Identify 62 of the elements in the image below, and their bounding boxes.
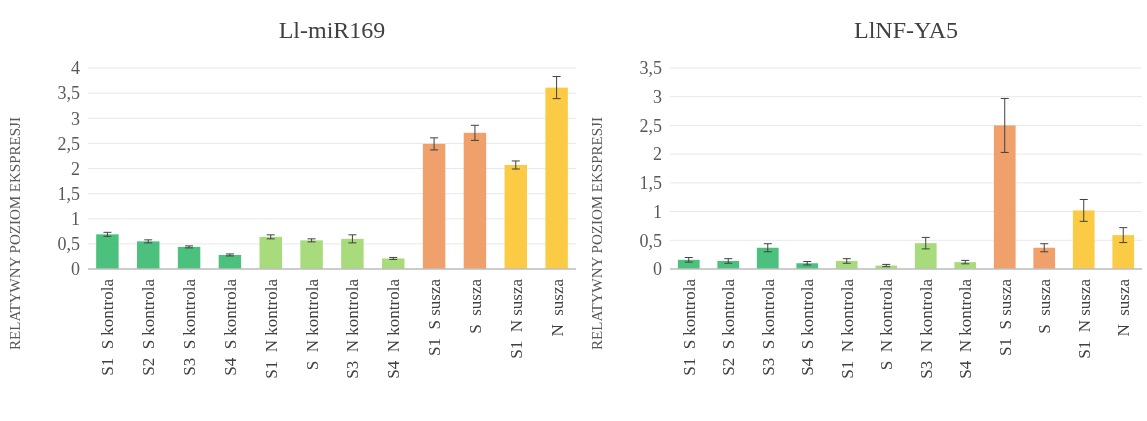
x-tick-label: S3 N kontrola: [916, 278, 936, 379]
y-tick-label: 2,5: [639, 115, 662, 136]
chart-title: LlNF-YA5: [853, 17, 959, 43]
bar: [1072, 210, 1095, 269]
x-tick-label: S1 S susza: [425, 278, 445, 356]
y-tick-label: 2: [71, 158, 80, 179]
y-tick-label: 1,5: [57, 183, 80, 204]
x-tick-label: S1 S kontrola: [98, 278, 118, 376]
x-tick-label: S2 S kontrola: [139, 278, 159, 376]
bar: [382, 258, 405, 269]
bar: [422, 143, 446, 269]
bar: [545, 87, 568, 269]
bar: [463, 132, 487, 269]
x-tick-label: S4 S kontrola: [798, 278, 818, 376]
y-tick-label: 0,5: [639, 230, 662, 251]
bar: [137, 241, 160, 269]
y-tick-label: 3,5: [57, 83, 80, 104]
x-tick-label: S N kontrola: [877, 278, 897, 371]
x-tick-label: S3 S kontrola: [758, 278, 778, 376]
x-tick-label: S4 S kontrola: [220, 278, 240, 376]
y-tick-label: 1,5: [639, 173, 662, 194]
y-tick-label: 4: [71, 58, 80, 79]
x-tick-label: S1 S kontrola: [679, 278, 699, 376]
y-tick-label: 3: [71, 108, 80, 129]
bar: [96, 234, 119, 269]
x-tick-label: S3 S kontrola: [180, 278, 200, 376]
y-tick-label: 2,5: [57, 133, 80, 154]
x-tick-label: S2 S kontrola: [719, 278, 739, 376]
x-tick-label: S4 N kontrola: [956, 278, 976, 379]
x-tick-label: S1 N kontrola: [837, 278, 857, 379]
y-tick-label: 3,5: [639, 58, 662, 79]
x-tick-label: N susza: [547, 278, 567, 337]
x-tick-label: S susza: [465, 278, 485, 334]
bar: [300, 240, 323, 269]
x-tick-label: S3 N kontrola: [343, 278, 363, 379]
bar: [1033, 247, 1056, 269]
x-tick-label: S susza: [1035, 278, 1055, 334]
chart-title: Ll-miR169: [278, 17, 386, 43]
x-tick-label: S1 N kontrola: [261, 278, 281, 379]
y-axis-title: RELATYWNY POZIOM EKSPRESJI: [7, 117, 23, 350]
bar: [504, 164, 527, 269]
bar: [177, 246, 201, 269]
bar: [259, 236, 282, 269]
y-tick-label: 2: [653, 144, 662, 165]
bar: [341, 238, 364, 269]
x-tick-label: S1 S susza: [995, 278, 1015, 356]
y-tick-label: 1: [653, 201, 662, 222]
x-tick-label: S1 N susza: [506, 278, 526, 359]
bar: [1112, 235, 1135, 269]
x-tick-label: N susza: [1114, 278, 1134, 337]
x-tick-label: S4 N kontrola: [384, 278, 404, 379]
y-tick-label: 1: [71, 209, 80, 230]
y-tick-label: 0: [71, 259, 80, 280]
y-axis-title: RELATYWNY POZIOM EKSPRESJI: [589, 117, 605, 350]
y-tick-label: 0,5: [57, 234, 80, 255]
x-tick-label: S1 N susza: [1074, 278, 1094, 359]
y-tick-label: 0: [653, 259, 662, 280]
y-tick-label: 3: [653, 87, 662, 108]
bar: [993, 125, 1016, 269]
bar: [756, 247, 779, 269]
bar: [914, 243, 937, 269]
x-tick-label: S N kontrola: [302, 278, 322, 371]
